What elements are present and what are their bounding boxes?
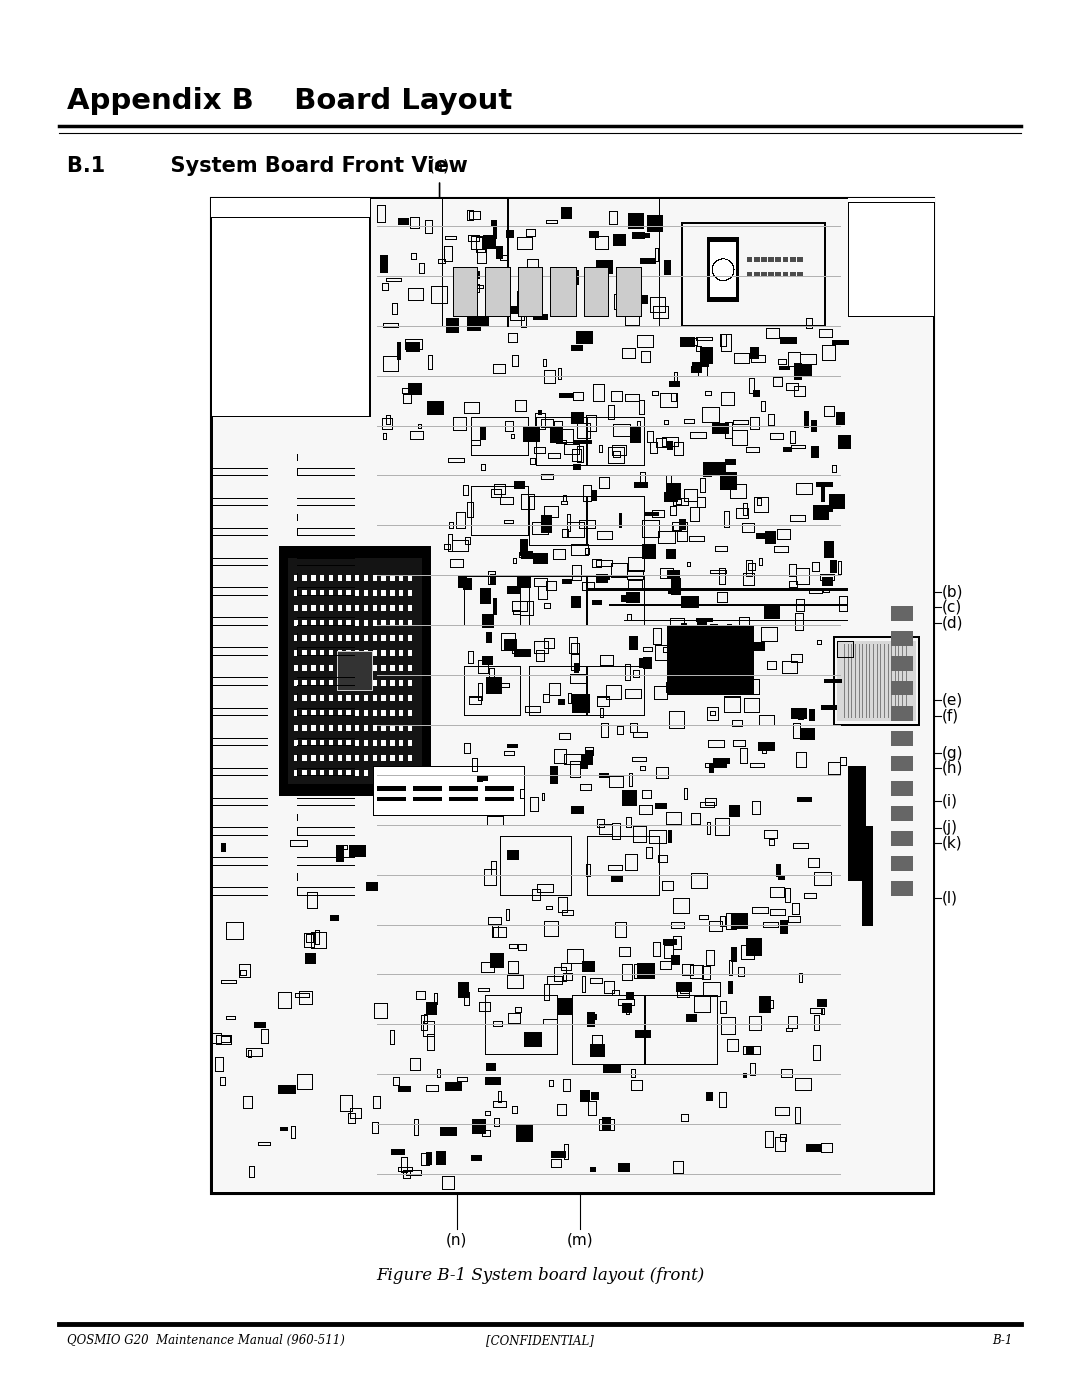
Text: (a): (a) [429, 158, 450, 173]
Text: (n): (n) [446, 1232, 468, 1248]
Text: Figure B-1 System board layout (front): Figure B-1 System board layout (front) [376, 1267, 704, 1284]
Text: (m): (m) [566, 1232, 593, 1248]
Text: (g): (g) [942, 746, 963, 761]
Text: (e): (e) [942, 693, 963, 708]
Text: (d): (d) [942, 615, 963, 630]
Text: (b): (b) [942, 584, 963, 599]
Text: B-1: B-1 [993, 1334, 1013, 1347]
Text: [CONFIDENTIAL]: [CONFIDENTIAL] [486, 1334, 594, 1347]
Text: QOSMIO G20  Maintenance Manual (960-511): QOSMIO G20 Maintenance Manual (960-511) [67, 1334, 345, 1347]
Text: (j): (j) [942, 820, 958, 835]
Text: B.1         System Board Front View: B.1 System Board Front View [67, 156, 468, 176]
Text: (f): (f) [942, 708, 959, 724]
Bar [211, 198, 934, 1194]
Text: (k): (k) [942, 835, 962, 851]
Text: (i): (i) [942, 793, 958, 809]
Text: (l): (l) [942, 890, 958, 905]
Text: (h): (h) [942, 760, 963, 775]
Text: (c): (c) [942, 599, 962, 615]
Text: Appendix B    Board Layout: Appendix B Board Layout [67, 87, 512, 116]
